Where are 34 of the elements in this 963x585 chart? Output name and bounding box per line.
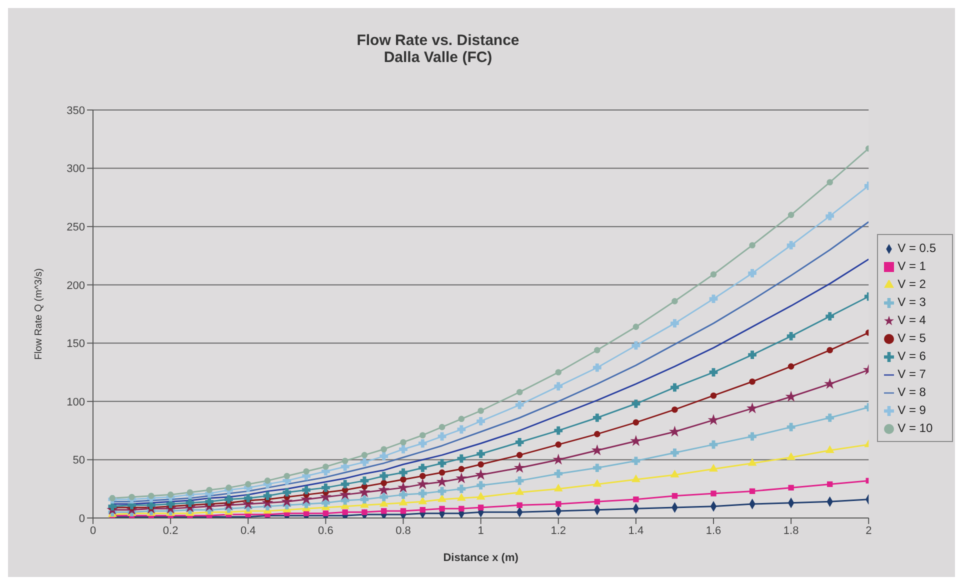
y-tick-label: 350 — [66, 104, 85, 117]
y-tick-label: 150 — [66, 338, 85, 350]
legend-label: V = 10 — [898, 421, 933, 435]
legend-label: V = 5 — [898, 331, 926, 345]
y-tick-label: 50 — [72, 454, 85, 467]
x-tick-label: 1.4 — [628, 524, 644, 537]
x-tick-label: 1 — [478, 524, 484, 537]
x-axis-title: Distance x (m) — [443, 552, 519, 564]
x-tick-label: 2 — [866, 524, 872, 537]
legend-label: V = 9 — [898, 403, 926, 417]
y-tick-label: 100 — [66, 396, 85, 408]
legend-label: V = 8 — [898, 385, 926, 399]
legend-label: V = 0.5 — [898, 241, 936, 255]
y-tick-label: 250 — [66, 221, 85, 234]
y-tick-label: 200 — [66, 280, 85, 292]
x-tick-label: 0.8 — [396, 524, 411, 537]
legend-label: V = 3 — [898, 295, 926, 309]
legend-label: V = 6 — [898, 349, 926, 363]
y-tick-label: 300 — [66, 163, 85, 176]
legend-label: V = 4 — [898, 313, 926, 327]
legend-label: V = 1 — [898, 259, 926, 273]
x-tick-label: 0 — [90, 524, 96, 537]
legend-label: V = 2 — [898, 277, 926, 291]
x-tick-label: 1.8 — [783, 524, 799, 537]
legend-label: V = 7 — [898, 367, 926, 381]
chart-subtitle: Dalla Valle (FC) — [382, 49, 494, 66]
y-axis-title: Flow Rate Q (m^3/s) — [34, 268, 45, 360]
x-tick-label: 1.6 — [706, 524, 722, 537]
x-tick-label: 0.2 — [162, 524, 178, 537]
x-tick-label: 1.2 — [550, 524, 566, 537]
x-tick-label: 0.4 — [240, 524, 256, 537]
x-tick-label: 0.6 — [318, 524, 334, 537]
chart-title: Flow Rate vs. Distance — [356, 32, 520, 49]
y-tick-label: 0 — [78, 512, 85, 525]
